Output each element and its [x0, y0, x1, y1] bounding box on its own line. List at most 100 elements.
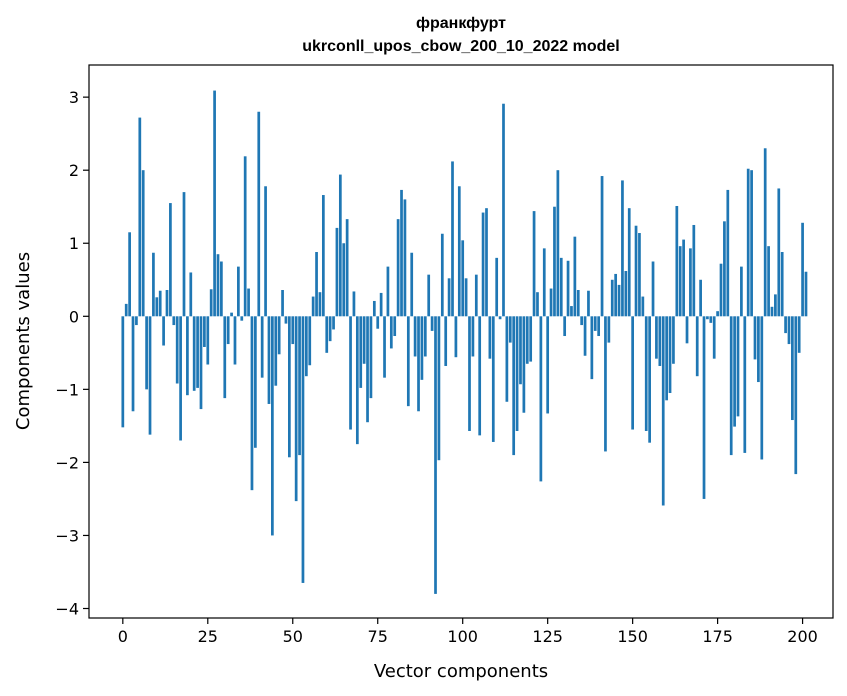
bar [260, 316, 264, 378]
bar [281, 290, 284, 317]
y-tick-label: 0 [69, 307, 79, 326]
bar [362, 316, 366, 364]
bar [512, 316, 516, 456]
bar [508, 316, 512, 343]
bar [288, 316, 291, 458]
bar [213, 90, 216, 317]
bar [206, 316, 210, 365]
bar [644, 316, 648, 431]
bar [485, 208, 488, 317]
y-tick-label: 3 [69, 88, 79, 107]
bar [539, 316, 543, 482]
bar [590, 316, 594, 380]
bar [175, 316, 179, 384]
bar [284, 316, 288, 324]
bar [152, 252, 155, 317]
bar [325, 316, 329, 353]
x-tick-label: 50 [283, 627, 303, 646]
bar [162, 316, 165, 346]
bar [379, 292, 383, 317]
bar [237, 266, 240, 317]
x-axis: 0 25 50 75 100 125 150 175 200 [118, 618, 818, 646]
bar [474, 274, 478, 317]
bar [614, 273, 618, 317]
bar [192, 316, 196, 391]
bar [454, 316, 458, 358]
bar [148, 316, 152, 435]
bar [315, 252, 318, 317]
bar [355, 316, 359, 445]
bar [573, 236, 577, 317]
bar [682, 239, 685, 317]
bar [702, 316, 706, 499]
y-tick-label: 2 [69, 161, 79, 180]
bar [801, 222, 804, 317]
bar [226, 316, 230, 345]
bar [121, 316, 125, 428]
bar [349, 316, 352, 430]
bar [587, 290, 590, 317]
bar [369, 316, 373, 399]
y-axis: −4 −3 −2 −1 0 1 2 3 [55, 88, 89, 619]
bar [271, 316, 274, 536]
bar [464, 278, 468, 317]
bar [383, 316, 386, 378]
bar [576, 290, 580, 317]
bar [376, 316, 380, 329]
bar [706, 316, 709, 320]
bar [784, 316, 787, 334]
bar [158, 290, 162, 317]
bar [223, 316, 227, 399]
bar [413, 316, 417, 357]
bar [165, 290, 169, 317]
bar [502, 103, 505, 317]
bar [135, 316, 138, 326]
bar [372, 300, 376, 317]
bar [740, 266, 743, 317]
bar [145, 316, 148, 390]
bar [451, 161, 454, 317]
bar [634, 225, 638, 317]
bar [461, 240, 465, 317]
bar [723, 221, 726, 317]
bar [736, 316, 740, 417]
bar [638, 233, 641, 317]
bar [559, 257, 563, 317]
bar [600, 176, 604, 317]
x-tick-label: 25 [198, 627, 218, 646]
bar [447, 278, 451, 317]
bar [179, 316, 182, 441]
bar [257, 111, 261, 317]
bar [570, 306, 573, 317]
bar [366, 316, 369, 423]
bar [597, 316, 601, 337]
bar [172, 316, 176, 326]
y-tick-label: −1 [55, 380, 79, 399]
bar [427, 274, 431, 317]
bar [668, 316, 672, 393]
bar [247, 288, 250, 317]
bar [342, 243, 346, 317]
bar [420, 316, 424, 380]
bar [787, 316, 791, 345]
bar [124, 303, 128, 317]
chart-title: франкфурт [416, 15, 506, 32]
bar [522, 316, 526, 413]
bar [196, 316, 199, 388]
bar [750, 170, 753, 317]
bar [335, 227, 339, 317]
bar [712, 316, 716, 359]
y-axis-label: Components values [13, 252, 34, 430]
bar [532, 211, 536, 317]
bar [298, 316, 301, 456]
bar [777, 188, 781, 317]
bar [417, 316, 420, 412]
x-tick-label: 200 [787, 627, 818, 646]
plot-frame [88, 64, 834, 619]
bars [121, 90, 808, 594]
bar [529, 316, 533, 362]
bar [481, 212, 485, 317]
bar [692, 224, 696, 317]
x-tick-label: 175 [702, 627, 733, 646]
